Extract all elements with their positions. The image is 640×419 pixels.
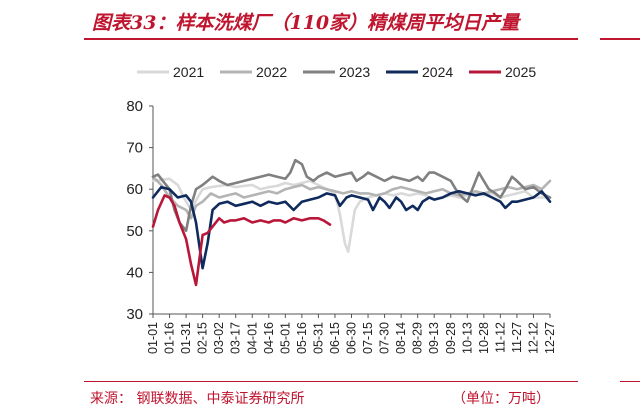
legend-item-2023: 2023: [303, 64, 370, 80]
title-rule: [84, 38, 578, 40]
y-tick-label: 60: [126, 181, 143, 198]
series-line-2024: [151, 185, 552, 270]
x-tick-label: 09-28: [444, 322, 458, 354]
x-tick-label: 11-27: [510, 322, 524, 353]
adjacent-panel-footer-rule: [620, 381, 640, 382]
source-note: 来源： 钢联数据、中泰证券研究所: [90, 391, 305, 407]
adjacent-panel-rule: [600, 38, 640, 40]
y-tick-label: 70: [126, 140, 143, 157]
x-tick-label: 11-12: [493, 322, 507, 353]
x-tick-label: 08-14: [394, 322, 408, 354]
chart-axes: 30 40 50 60 70 80 01-01 01-16 01-31 02-15 03-02 03-…: [126, 98, 557, 354]
x-tick-label: 06-15: [328, 322, 342, 354]
legend-item-2022: 2022: [220, 64, 287, 80]
chart-title: 图表33：样本洗煤厂（110家）精煤周平均日产量: [92, 12, 520, 34]
y-tick-label: 30: [126, 306, 143, 323]
x-tick-label: 06-30: [345, 322, 359, 354]
x-tick-label: 04-01: [245, 322, 259, 354]
chart-legend: 2021 2022 2023 2024 2025: [137, 64, 536, 80]
series-line-2025: [151, 194, 332, 287]
y-tick-label: 80: [126, 98, 143, 115]
x-tick-label: 12-12: [526, 322, 540, 354]
y-tick-label: 40: [126, 264, 143, 281]
y-tick-label: 50: [126, 223, 143, 240]
x-tick-label: 01-31: [179, 322, 193, 354]
legend-label: 2021: [173, 64, 204, 80]
legend-label: 2022: [256, 64, 287, 80]
x-tick-label: 08-29: [411, 322, 425, 354]
x-tick-label: 10-28: [477, 322, 491, 354]
x-tick-label: 01-16: [163, 322, 177, 354]
x-tick-label: 04-16: [262, 322, 276, 354]
legend-label: 2024: [422, 64, 453, 80]
x-tick-label: 01-01: [146, 322, 160, 354]
legend-label: 2023: [339, 64, 370, 80]
x-tick-label: 07-30: [378, 322, 392, 354]
x-tick-label: 09-13: [427, 322, 441, 354]
x-tick-label: 10-13: [460, 322, 474, 354]
x-tick-label: 03-02: [212, 322, 226, 354]
legend-item-2021: 2021: [137, 64, 204, 80]
x-tick-label: 05-16: [295, 322, 309, 354]
footer-rule: [84, 381, 578, 382]
legend-item-2025: 2025: [469, 64, 536, 80]
legend-item-2024: 2024: [386, 64, 453, 80]
chart-series: [151, 158, 552, 287]
x-tick-label: 07-15: [361, 322, 375, 354]
x-tick-label: 03-17: [229, 322, 243, 354]
x-tick-label: 02-15: [196, 322, 210, 354]
x-tick-label: 12-27: [543, 322, 557, 354]
legend-label: 2025: [505, 64, 536, 80]
x-tick-label: 05-01: [278, 322, 292, 354]
x-tick-label: 05-31: [311, 322, 325, 354]
unit-note: （单位：万吨）: [452, 391, 550, 407]
series-line-2023: [151, 158, 552, 233]
